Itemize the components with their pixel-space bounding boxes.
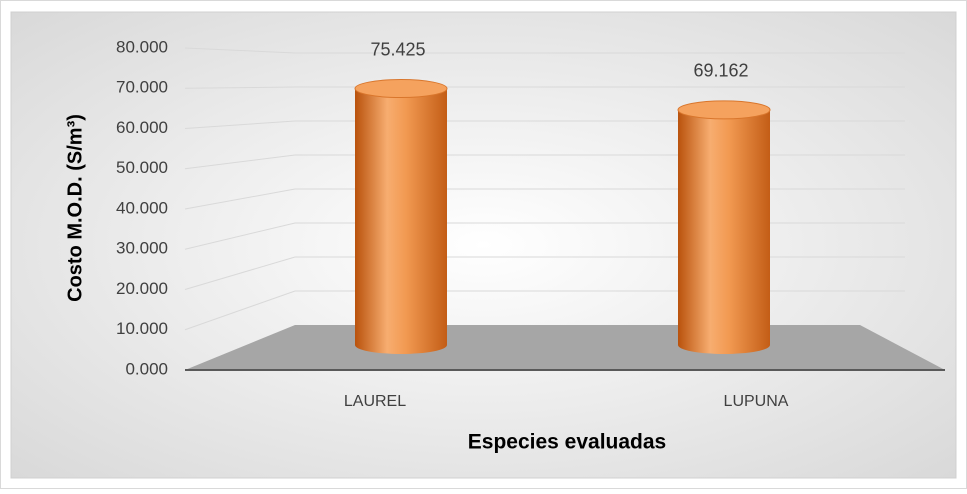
value-label: 75.425	[370, 39, 425, 59]
y-tick-label: 40.000	[116, 198, 168, 217]
floor	[185, 325, 945, 370]
x-tick-label: LUPUNA	[724, 393, 789, 410]
y-tick-label: 0.000	[125, 359, 168, 378]
grid-line	[184, 86, 905, 89]
y-axis-title: Costo M.O.D. (S/m³)	[64, 114, 86, 302]
y-tick-label: 80.000	[116, 37, 168, 56]
y-tick-label: 10.000	[116, 319, 168, 338]
y-tick-label: 50.000	[116, 158, 168, 177]
y-tick-label: 60.000	[116, 118, 168, 137]
y-tick-label: 70.000	[116, 78, 168, 97]
y-tick-label: 30.000	[116, 239, 168, 258]
chart-area	[10, 11, 957, 479]
bar-top	[354, 79, 448, 99]
bar	[355, 88, 447, 354]
x-axis-title: Especies evaluadas	[468, 431, 666, 454]
bar-top	[677, 100, 771, 120]
value-label: 69.162	[693, 61, 748, 81]
grid-line	[184, 47, 905, 54]
y-tick-label: 20.000	[116, 279, 168, 298]
x-tick-label: LAUREL	[344, 393, 406, 410]
bar	[678, 109, 770, 354]
